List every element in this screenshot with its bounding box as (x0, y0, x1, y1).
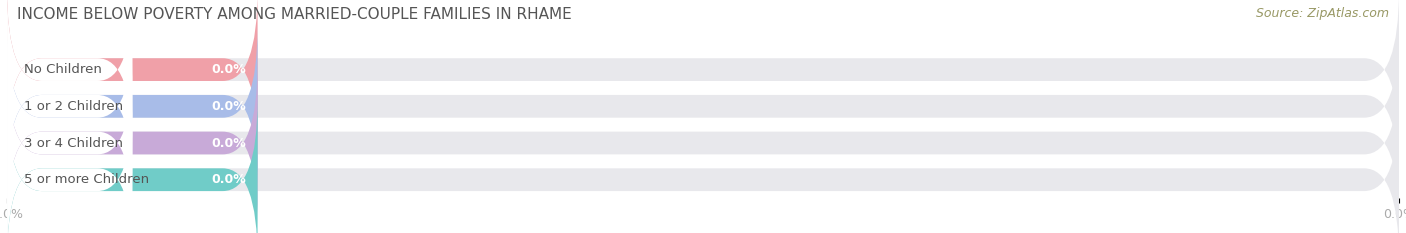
Text: 5 or more Children: 5 or more Children (24, 173, 149, 186)
Text: 0.0%: 0.0% (212, 137, 246, 150)
FancyBboxPatch shape (7, 63, 1399, 223)
FancyBboxPatch shape (7, 99, 257, 233)
Text: INCOME BELOW POVERTY AMONG MARRIED-COUPLE FAMILIES IN RHAME: INCOME BELOW POVERTY AMONG MARRIED-COUPL… (17, 7, 572, 22)
FancyBboxPatch shape (7, 0, 132, 150)
FancyBboxPatch shape (7, 0, 257, 150)
Text: 1 or 2 Children: 1 or 2 Children (24, 100, 122, 113)
Text: 0.0%: 0.0% (212, 63, 246, 76)
FancyBboxPatch shape (7, 99, 132, 233)
FancyBboxPatch shape (7, 63, 132, 223)
FancyBboxPatch shape (7, 26, 257, 187)
Text: 3 or 4 Children: 3 or 4 Children (24, 137, 122, 150)
Text: No Children: No Children (24, 63, 101, 76)
FancyBboxPatch shape (7, 0, 1399, 150)
FancyBboxPatch shape (7, 63, 257, 223)
Text: Source: ZipAtlas.com: Source: ZipAtlas.com (1256, 7, 1389, 20)
Text: 0.0%: 0.0% (212, 173, 246, 186)
FancyBboxPatch shape (7, 99, 1399, 233)
FancyBboxPatch shape (7, 26, 132, 187)
Text: 0.0%: 0.0% (212, 100, 246, 113)
FancyBboxPatch shape (7, 26, 1399, 187)
